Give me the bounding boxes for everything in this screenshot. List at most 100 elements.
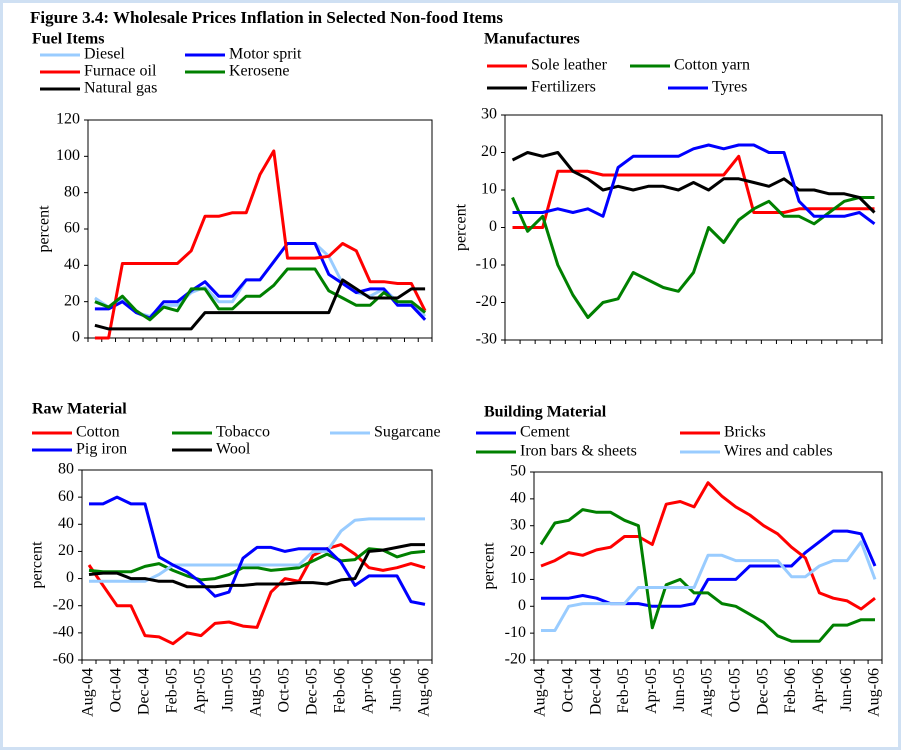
x-tick-label: Apr-06 [360, 668, 377, 714]
legend-label: Wool [216, 441, 251, 458]
y-tick-label: -20 [476, 293, 497, 310]
x-tick-label: Aug-04 [532, 668, 549, 717]
legend-label: Cotton [76, 424, 120, 441]
y-tick-label: 30 [510, 516, 526, 533]
y-tick-label: -40 [53, 624, 74, 641]
series-line [539, 508, 875, 643]
x-tick-label: Aug-04 [80, 668, 97, 717]
x-tick-label: Dec-05 [304, 668, 321, 715]
y-tick-label: -20 [505, 651, 526, 668]
y-tick-label: 20 [58, 542, 74, 559]
legend-label: Bricks [724, 424, 766, 441]
x-tick-label: Jun-05 [671, 668, 688, 712]
x-tick-label: Feb-05 [615, 668, 632, 713]
x-tick-label: Jun-06 [838, 668, 855, 712]
legend-label: Wires and cables [724, 443, 833, 460]
y-tick-label: 20 [64, 292, 80, 309]
series-line [89, 495, 426, 606]
legend-label: Iron bars & sheets [520, 443, 637, 460]
y-tick-label: 0 [72, 329, 80, 346]
y-tick-label: 0 [66, 569, 74, 586]
x-tick-label: Dec-05 [754, 668, 771, 715]
y-tick-label: 100 [56, 147, 80, 164]
legend-label: Cotton yarn [674, 57, 750, 74]
y-axis-title: percent [36, 205, 53, 253]
plot-frame [81, 469, 433, 661]
x-tick-label: Aug-05 [699, 668, 716, 717]
series-line [94, 278, 426, 331]
legend-label: Diesel [84, 46, 125, 63]
legend-label: Kerosene [229, 63, 289, 80]
series-line [88, 547, 426, 582]
y-tick-label: -10 [476, 256, 497, 273]
legend-label: Motor sprit [229, 46, 302, 63]
x-tick-label: Dec-04 [136, 668, 153, 715]
series-line [511, 151, 876, 214]
series-line [87, 543, 426, 646]
series-line [88, 543, 425, 589]
x-tick-label: Feb-06 [782, 668, 799, 713]
y-tick-label: 20 [481, 143, 497, 160]
y-tick-label: 30 [481, 106, 497, 123]
x-tick-label: Aug-06 [416, 668, 433, 717]
legend-label: Sole leather [531, 57, 608, 74]
legend-label: Pig iron [76, 441, 127, 458]
legend-label: Tobacco [216, 424, 270, 441]
x-tick-label: Apr-05 [192, 668, 209, 714]
y-tick-label: -10 [505, 624, 526, 641]
y-tick-label: 120 [56, 111, 80, 128]
y-tick-label: 50 [510, 463, 526, 480]
y-tick-label: -30 [476, 331, 497, 348]
legend-label: Fertilizers [531, 79, 596, 96]
x-tick-label: Oct-05 [276, 668, 293, 712]
series-line [540, 481, 876, 611]
y-axis-title: percent [29, 541, 46, 589]
legend-label: Sugarcane [374, 424, 441, 441]
x-tick-label: Apr-06 [810, 668, 827, 714]
x-tick-label: Feb-06 [332, 668, 349, 713]
y-axis-title: percent [453, 203, 470, 251]
y-tick-label: 80 [64, 183, 80, 200]
legend-label: Tyres [712, 79, 747, 96]
panel-title: Fuel Items [32, 31, 104, 48]
y-axis-title: percent [481, 542, 498, 590]
x-tick-label: Jun-06 [388, 668, 405, 712]
figure-title: Figure 3.4: Wholesale Prices Inflation i… [30, 8, 503, 27]
y-tick-label: 10 [481, 181, 497, 198]
x-tick-label: Oct-05 [727, 668, 744, 712]
y-tick-label: 40 [58, 515, 74, 532]
y-tick-label: 40 [510, 490, 526, 507]
y-tick-label: 60 [58, 488, 74, 505]
series-line [511, 196, 875, 319]
x-tick-label: Aug-06 [866, 668, 883, 717]
x-tick-label: Dec-04 [587, 668, 604, 715]
y-tick-label: 80 [58, 461, 74, 478]
panel-title: Building Material [484, 404, 607, 421]
y-tick-label: -20 [53, 596, 74, 613]
y-tick-label: 20 [510, 543, 526, 560]
legend-label: Cement [520, 424, 570, 441]
panel-title: Raw Material [32, 401, 127, 418]
series-line [89, 517, 425, 583]
legend-label: Natural gas [84, 80, 157, 97]
series-line [541, 540, 877, 632]
x-tick-label: Oct-04 [108, 668, 125, 712]
series-line [541, 529, 877, 608]
x-tick-label: Jun-05 [220, 668, 237, 712]
panel-title: Manufactures [484, 31, 580, 48]
series-line [94, 267, 427, 322]
y-tick-label: 0 [489, 218, 497, 235]
y-tick-label: 40 [64, 256, 80, 273]
legend-label: Furnace oil [84, 63, 157, 80]
plot-frame [533, 471, 883, 661]
x-tick-label: Aug-05 [248, 668, 265, 717]
x-tick-label: Feb-05 [164, 668, 181, 713]
y-tick-label: 0 [518, 597, 526, 614]
x-tick-label: Oct-04 [559, 668, 576, 712]
y-tick-label: -60 [53, 651, 74, 668]
x-tick-label: Apr-05 [643, 668, 660, 714]
y-tick-label: 60 [64, 220, 80, 237]
series-line [94, 149, 427, 340]
